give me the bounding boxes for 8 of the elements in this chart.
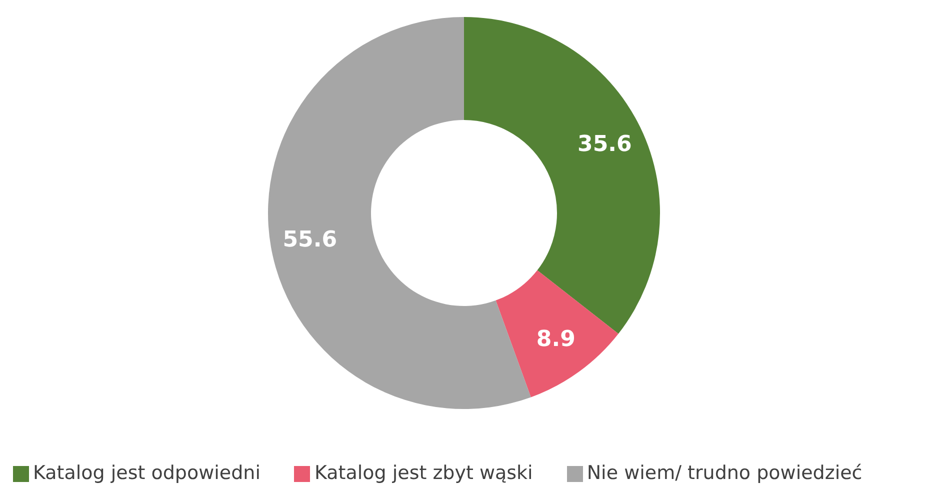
- legend-label: Katalog jest odpowiedni: [33, 462, 260, 484]
- data-label: 55.6: [282, 228, 338, 253]
- legend-label: Nie wiem/ trudno powiedzieć: [586, 462, 862, 484]
- donut-slice: [496, 270, 618, 398]
- donut-slice: [268, 17, 531, 409]
- legend-label: Katalog jest zbyt wąski: [314, 462, 533, 484]
- data-label: 8.9: [536, 327, 576, 352]
- data-label: 35.6: [578, 132, 632, 157]
